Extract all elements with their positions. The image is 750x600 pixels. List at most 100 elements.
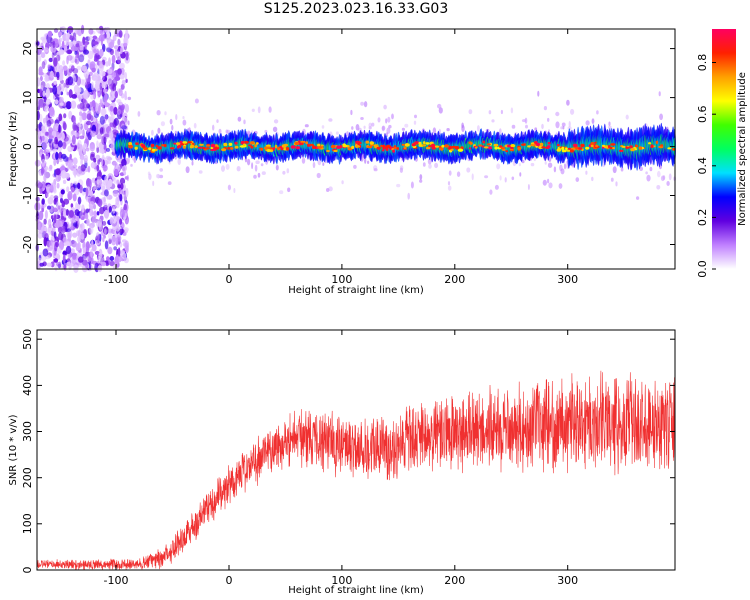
noise-blob [94, 250, 100, 255]
signal-peak [234, 145, 239, 149]
faint-noise-point [127, 96, 132, 101]
faint-noise-point [322, 162, 325, 166]
faint-noise-point [257, 172, 261, 178]
x-tick-label: 100 [331, 273, 352, 286]
signal-peak [177, 145, 180, 149]
faint-noise-point [317, 159, 322, 166]
faint-noise-point [563, 163, 567, 170]
signal-peak [441, 144, 445, 148]
noise-blob [91, 81, 94, 91]
noise-blob [48, 127, 54, 133]
noise-blob [59, 96, 64, 103]
noise-blob [90, 153, 95, 161]
signal-peak [134, 146, 138, 150]
faint-noise-point [560, 168, 565, 175]
noise-blob [109, 260, 115, 267]
noise-blob [77, 87, 81, 96]
faint-noise-point [264, 129, 268, 134]
faint-noise-point [489, 189, 493, 195]
faint-noise-point [499, 128, 502, 135]
noise-blob [72, 254, 77, 260]
signal-peak [187, 141, 192, 144]
noise-blob [76, 121, 83, 128]
noise-blob [85, 208, 89, 214]
noise-blob [47, 197, 54, 205]
colorbar-ramp [712, 29, 736, 269]
noise-blob [88, 244, 92, 248]
faint-noise-point [243, 119, 246, 125]
signal-peak [326, 149, 330, 153]
noise-blob [63, 113, 67, 119]
signal-peak [277, 147, 280, 150]
noise-blob [96, 48, 99, 56]
faint-noise-point [547, 162, 553, 168]
noise-blob [60, 189, 65, 195]
faint-noise-point [159, 174, 164, 179]
faint-noise-point [591, 176, 594, 182]
faint-noise-point [353, 164, 357, 169]
faint-noise-point [127, 120, 130, 126]
faint-noise-point [659, 113, 663, 121]
noise-blob [62, 141, 67, 150]
noise-blob [97, 92, 101, 98]
noise-blob [72, 232, 78, 238]
noise-blob [47, 227, 52, 235]
faint-noise-point [171, 124, 174, 131]
noise-blob [112, 206, 116, 214]
noise-blob [42, 117, 47, 124]
signal-peak [175, 142, 181, 146]
faint-noise-point [488, 110, 492, 115]
signal-peak [135, 142, 139, 146]
noise-blob [37, 138, 42, 149]
noise-blob [54, 242, 58, 252]
faint-noise-point [355, 124, 360, 131]
faint-noise-point [287, 187, 291, 193]
signal-peak [650, 144, 654, 148]
noise-blob [56, 131, 62, 139]
noise-blob [62, 32, 67, 42]
noise-blob [112, 265, 116, 269]
faint-noise-point [373, 168, 378, 172]
noise-blob [107, 228, 114, 234]
signal-peak [205, 144, 211, 147]
noise-blob [108, 238, 112, 245]
faint-noise-point [448, 170, 452, 176]
noise-blob [67, 145, 73, 152]
noise-blob [56, 182, 60, 189]
snr-x-axis-label: Height of straight line (km) [288, 585, 424, 596]
noise-blob [36, 55, 42, 63]
faint-noise-point [251, 108, 255, 113]
noise-blob [60, 83, 64, 89]
faint-noise-point [422, 162, 426, 167]
noise-blob [92, 41, 99, 45]
noise-blob [38, 103, 44, 108]
noise-blob [97, 198, 103, 208]
signal-peak [380, 144, 383, 148]
signal-peak [430, 143, 436, 148]
signal-peak [590, 144, 594, 148]
faint-noise-point [511, 124, 516, 129]
noise-blob [45, 148, 52, 153]
signal-peak [392, 149, 395, 153]
noise-blob [66, 241, 70, 248]
noise-blob [95, 154, 101, 160]
signal-peak [333, 149, 338, 153]
noise-blob [79, 46, 84, 51]
signal-peak [249, 141, 255, 145]
noise-blob [39, 88, 43, 98]
noise-blob [86, 120, 92, 126]
noise-blob [46, 237, 49, 242]
faint-noise-point [533, 157, 536, 162]
faint-noise-point [414, 114, 417, 119]
faint-noise-point [668, 173, 672, 181]
noise-blob [61, 225, 66, 231]
noise-blob [41, 183, 47, 189]
noise-blob [34, 159, 41, 167]
faint-noise-point [312, 161, 316, 169]
noise-blob [109, 105, 114, 112]
faint-noise-point [169, 118, 173, 125]
y-tick-label: 200 [21, 467, 34, 488]
signal-peak [367, 146, 373, 149]
faint-noise-point [218, 128, 222, 134]
noise-blob [120, 83, 125, 90]
